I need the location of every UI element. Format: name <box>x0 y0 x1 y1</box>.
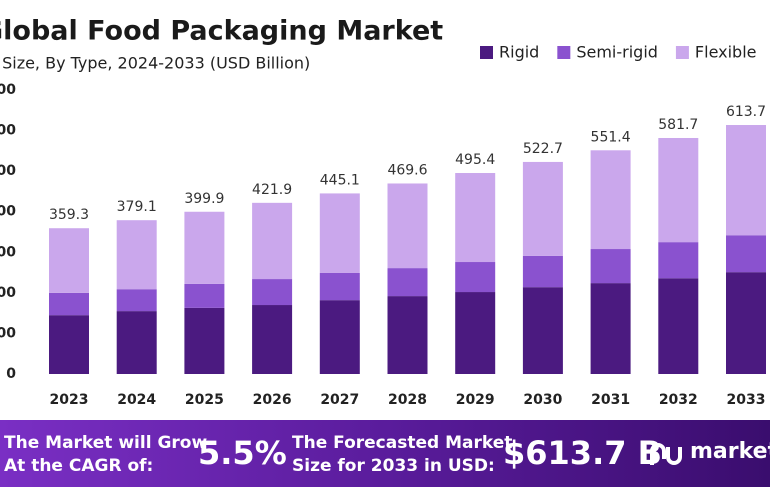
bar-segment <box>387 296 428 374</box>
total-label: 551.4 <box>591 129 631 145</box>
bar-segment <box>49 228 89 293</box>
bar-segment <box>116 220 157 290</box>
x-tick-label: 2025 <box>185 392 224 408</box>
total-label: 581.7 <box>658 117 698 133</box>
total-label: 445.1 <box>320 172 360 188</box>
bar-segment <box>590 249 631 284</box>
total-label: 469.6 <box>387 162 427 178</box>
total-label: 399.9 <box>184 191 224 207</box>
total-label: 379.1 <box>117 199 157 215</box>
x-tick-label: 2027 <box>320 392 359 408</box>
y-tick-label: 0 <box>6 366 16 382</box>
y-tick-label: 500 <box>0 163 16 179</box>
y-tick-label: 400 <box>0 204 16 220</box>
bar-segment <box>319 193 360 273</box>
bar-segment <box>116 311 157 374</box>
bar-segment <box>658 278 699 374</box>
x-tick-label: 2031 <box>591 392 630 408</box>
bar-segment <box>252 279 293 306</box>
bar-segment <box>116 289 157 312</box>
bar-segment <box>184 283 225 308</box>
bar-segment <box>49 292 89 316</box>
x-tick-label: 2026 <box>253 392 292 408</box>
bar-segment <box>387 183 428 269</box>
y-tick-label: 700 <box>0 82 16 98</box>
x-tick-label: 2030 <box>523 392 562 408</box>
bar-segment <box>49 315 89 374</box>
total-label: 421.9 <box>252 182 292 198</box>
bar-segment <box>590 283 631 374</box>
bar-segment <box>252 202 293 280</box>
legend-swatch <box>480 46 493 59</box>
legend-swatch <box>675 46 689 59</box>
legend-label: Rigid <box>499 43 539 62</box>
forecast-value: $613.7 B <box>503 434 662 472</box>
bar-segment <box>522 255 563 288</box>
logo: market <box>690 439 770 464</box>
banner <box>0 420 770 487</box>
total-label: 495.4 <box>455 152 495 168</box>
x-tick-label: 2032 <box>659 392 698 408</box>
bar-segment <box>387 268 428 297</box>
bar-segment <box>522 287 563 374</box>
bar-segment <box>252 305 293 374</box>
cagr-value: 5.5% <box>198 434 287 472</box>
x-tick-label: 2024 <box>117 392 156 408</box>
y-tick-label: 600 <box>0 123 16 139</box>
bar-segment <box>590 150 631 250</box>
bar-segment <box>455 173 496 263</box>
chart-subtitle: Market Size, By Type, 2024-2033 (USD Bil… <box>0 54 310 73</box>
bar-segment <box>319 272 360 301</box>
bar-segment <box>455 292 496 374</box>
x-tick-label: 2028 <box>388 392 427 408</box>
bar-segment <box>319 300 360 374</box>
x-tick-label: 2023 <box>50 392 89 408</box>
cagr-text: At the CAGR of: <box>4 456 153 476</box>
total-label: 359.3 <box>49 207 89 223</box>
bar-segment <box>658 242 699 279</box>
logo-icon <box>650 443 682 465</box>
bar-segment <box>658 137 699 243</box>
bar-segment <box>726 125 766 236</box>
chart-title: Global Food Packaging Market <box>0 16 443 47</box>
legend-label: Flexible <box>695 43 757 62</box>
cagr-text: The Market will Grow <box>4 433 207 453</box>
total-label: 522.7 <box>523 141 563 157</box>
x-tick-label: 2033 <box>727 392 766 408</box>
y-tick-label: 100 <box>0 325 16 341</box>
x-tick-label: 2029 <box>456 392 495 408</box>
forecast-text: The Forecasted Market <box>292 433 512 453</box>
legend-swatch <box>557 46 571 59</box>
bar-segment <box>726 272 766 374</box>
y-tick-label: 300 <box>0 244 16 260</box>
y-tick-label: 200 <box>0 285 16 301</box>
legend-label: Semi-rigid <box>576 43 658 62</box>
total-label: 613.7 <box>726 104 766 120</box>
bar-segment <box>726 235 766 273</box>
bar-segment <box>455 262 496 293</box>
bar-segment <box>184 211 225 284</box>
bar-segment <box>522 161 563 256</box>
bar-segment <box>184 307 225 374</box>
forecast-text: Size for 2033 in USD: <box>292 456 495 476</box>
